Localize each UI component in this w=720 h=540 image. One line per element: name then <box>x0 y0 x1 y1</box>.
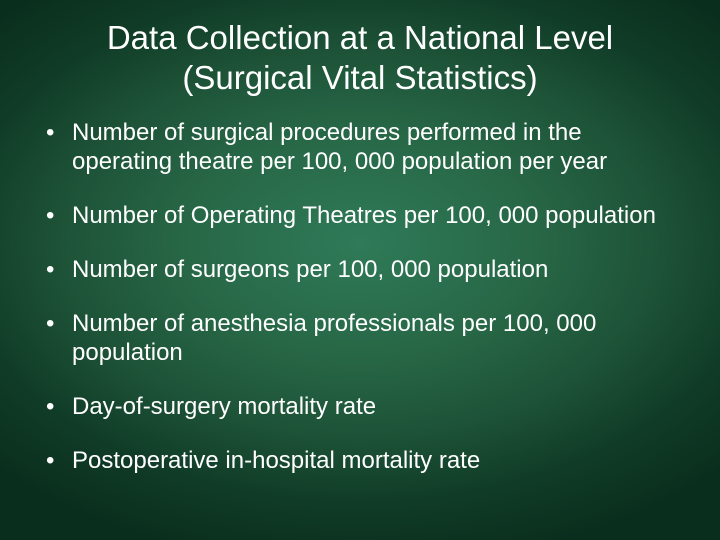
slide-title: Data Collection at a National Level (Sur… <box>34 18 686 97</box>
title-line-2: (Surgical Vital Statistics) <box>182 59 537 96</box>
slide: Data Collection at a National Level (Sur… <box>0 0 720 540</box>
list-item: Number of Operating Theatres per 100, 00… <box>40 202 686 230</box>
bullet-text: Number of Operating Theatres per 100, 00… <box>72 202 656 229</box>
title-line-1: Data Collection at a National Level <box>107 19 613 56</box>
list-item: Number of surgical procedures performed … <box>40 119 686 176</box>
list-item: Number of surgeons per 100, 000 populati… <box>40 256 686 284</box>
bullet-text: Day-of-surgery mortality rate <box>72 393 376 420</box>
bullet-list: Number of surgical procedures performed … <box>34 119 686 476</box>
bullet-text: Number of surgical procedures performed … <box>72 119 607 174</box>
list-item: Postoperative in-hospital mortality rate <box>40 447 686 475</box>
list-item: Day-of-surgery mortality rate <box>40 393 686 421</box>
bullet-text: Number of anesthesia professionals per 1… <box>72 310 596 365</box>
list-item: Number of anesthesia professionals per 1… <box>40 310 686 367</box>
bullet-text: Number of surgeons per 100, 000 populati… <box>72 256 548 283</box>
bullet-text: Postoperative in-hospital mortality rate <box>72 447 480 474</box>
